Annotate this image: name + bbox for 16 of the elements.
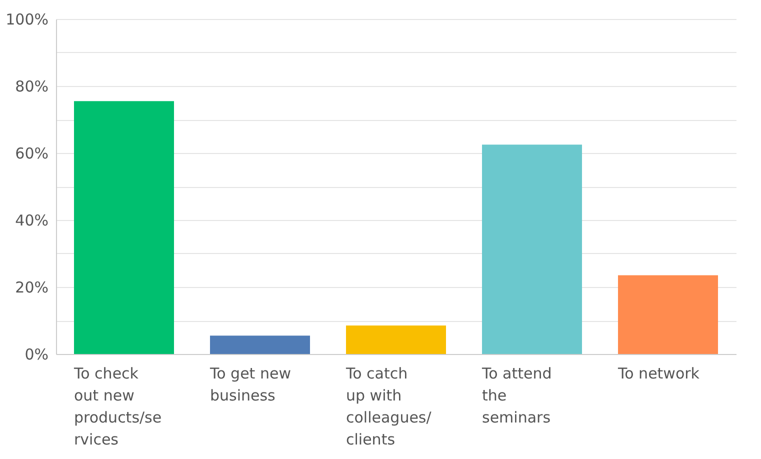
bar <box>74 101 174 354</box>
bar <box>210 336 310 354</box>
y-tick-label: 60% <box>15 144 48 162</box>
y-tick-label: 100% <box>6 10 48 28</box>
bar <box>346 326 446 354</box>
y-tick-label: 0% <box>24 346 48 364</box>
y-tick-label: 20% <box>15 278 48 296</box>
x-tick-label: To check out new products/services <box>73 364 162 448</box>
bar <box>618 275 718 354</box>
y-tick-label: 80% <box>15 78 48 96</box>
bar <box>482 144 582 354</box>
y-tick-label: 40% <box>15 212 48 230</box>
x-tick-label: To get new business <box>209 364 291 404</box>
x-tick-label: To catch up with colleagues/ clients <box>345 364 432 448</box>
x-tick-label: To network <box>617 364 700 382</box>
x-tick-label: To attend the seminars <box>481 364 552 426</box>
